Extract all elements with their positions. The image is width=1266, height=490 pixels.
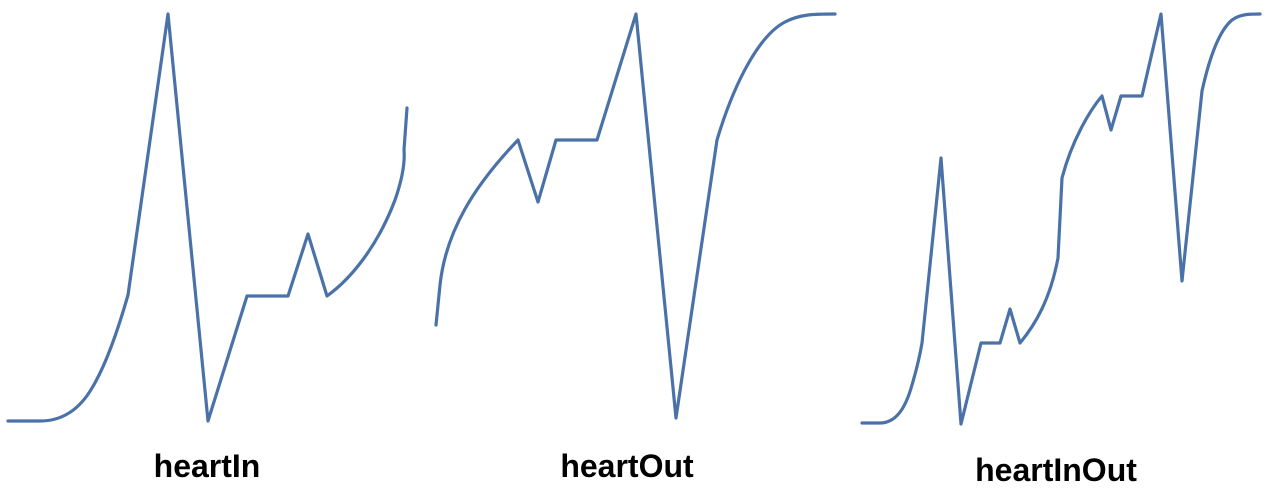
heartIn-label: heartIn	[153, 448, 261, 484]
heartInOut-label: heartInOut	[975, 452, 1137, 488]
heartOut-panel	[434, 12, 837, 420]
heartInOut-curve	[860, 12, 1262, 426]
heartInOut-panel	[860, 12, 1262, 426]
heartOut-label: heartOut	[560, 448, 694, 484]
heartOut-curve	[434, 12, 837, 420]
heartIn-panel	[6, 12, 409, 423]
heartIn-curve	[6, 12, 409, 423]
